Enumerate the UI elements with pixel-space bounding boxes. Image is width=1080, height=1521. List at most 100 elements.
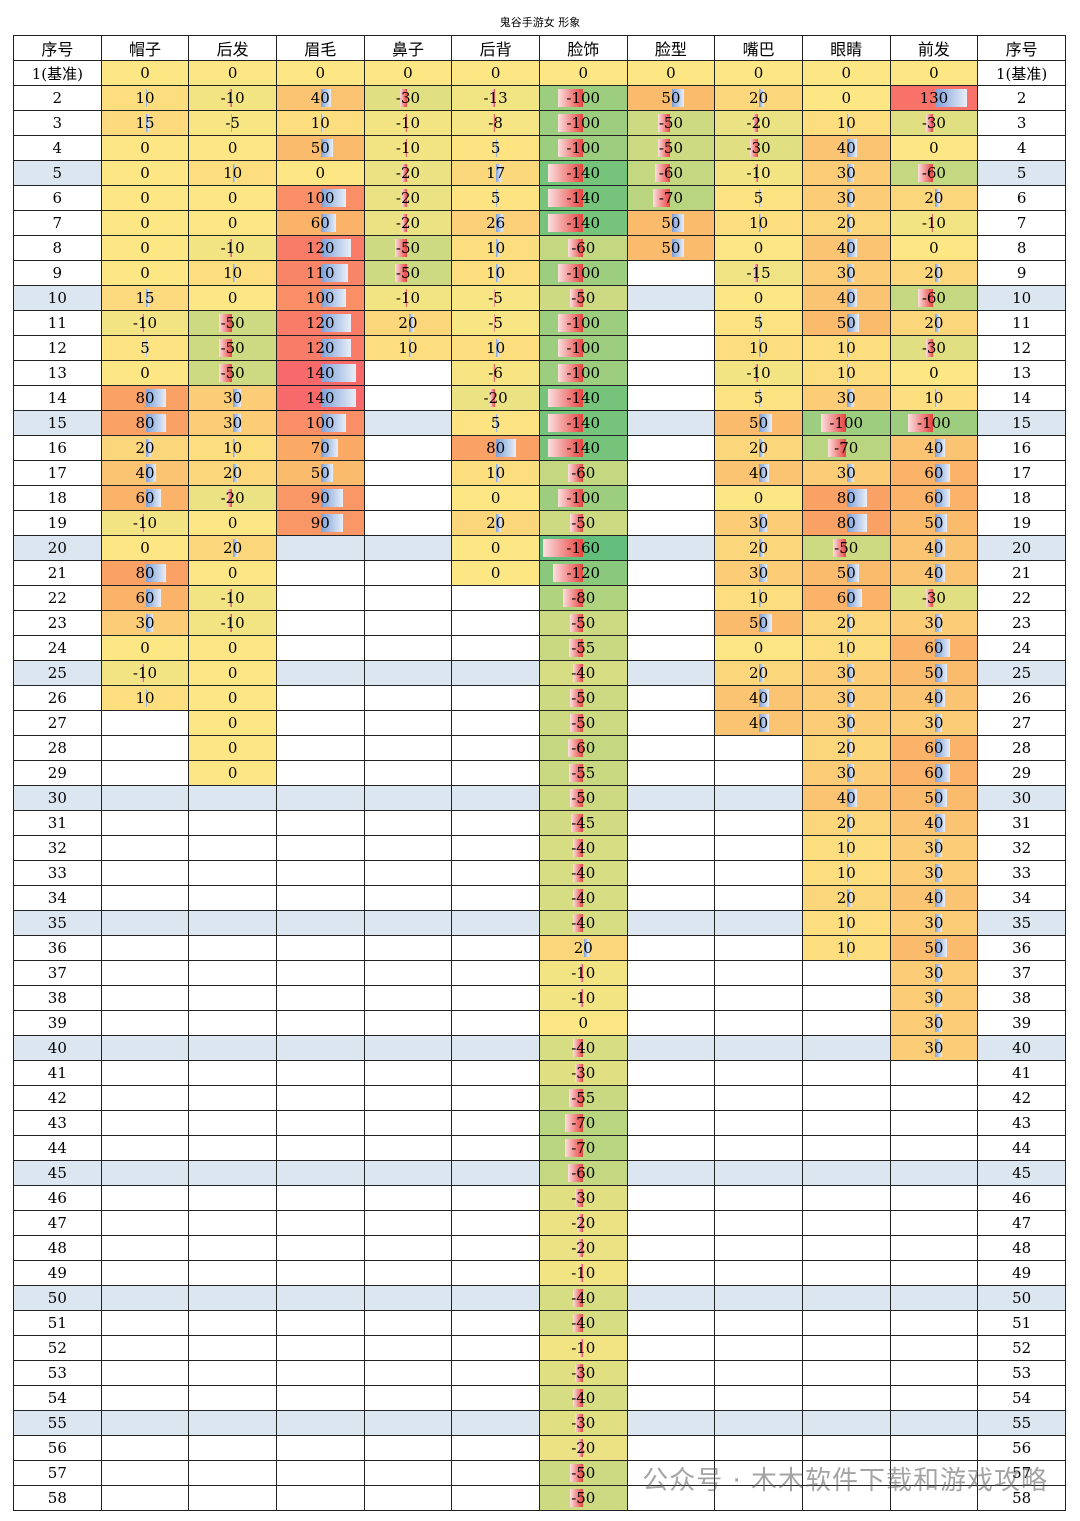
- cell: 0: [275, 160, 365, 186]
- cell-value: 30: [924, 964, 944, 982]
- cell-value: -5: [488, 314, 503, 332]
- cell: 90: [275, 485, 365, 511]
- row: 45 -60 45: [13, 1160, 1066, 1186]
- cell-value: -30: [921, 114, 946, 132]
- cell: [714, 1310, 803, 1336]
- cell: [451, 760, 540, 786]
- data-bar: [567, 239, 583, 257]
- cell: [451, 1335, 540, 1361]
- cell: [363, 435, 453, 461]
- row-label: 42: [977, 1085, 1066, 1111]
- data-bar: [145, 589, 161, 607]
- data-bar: [320, 514, 344, 532]
- data-bar: [572, 664, 583, 682]
- cell: [451, 1460, 540, 1486]
- data-bar: [570, 1489, 583, 1507]
- cell: 20: [188, 460, 277, 486]
- data-bar: [934, 689, 945, 707]
- cell-value: -40: [571, 664, 596, 682]
- data-bar: [145, 464, 156, 482]
- cell: [626, 410, 716, 436]
- cell: 80: [801, 485, 891, 511]
- cell-value: -30: [395, 89, 421, 107]
- cell: 10: [100, 85, 190, 111]
- cell-value: -10: [132, 514, 158, 532]
- cell: [626, 710, 716, 736]
- cell: 0: [100, 360, 190, 386]
- cell-value: 0: [140, 189, 150, 207]
- cell-value: 20: [749, 89, 769, 107]
- cell: 40: [275, 85, 365, 111]
- cell: [275, 1010, 365, 1036]
- cell: [188, 1085, 277, 1111]
- cell-value: 0: [841, 64, 851, 82]
- cell: 15: [100, 110, 190, 136]
- cell: [275, 885, 365, 911]
- cell: [100, 860, 190, 886]
- cell: -140: [538, 410, 628, 436]
- cell-value: -100: [566, 89, 601, 107]
- row-label: 11: [13, 310, 102, 336]
- cell: [363, 610, 453, 636]
- data-bar: [934, 989, 943, 1007]
- data-bar: [846, 114, 850, 132]
- data-bar: [320, 464, 334, 482]
- data-bar: [759, 389, 761, 407]
- data-bar: [496, 414, 498, 432]
- cell: 30: [188, 410, 277, 436]
- cell: [451, 1185, 540, 1211]
- cell: [626, 460, 716, 486]
- row-label: 51: [13, 1310, 102, 1336]
- cell-value: -60: [571, 739, 596, 757]
- cell: 20: [801, 210, 891, 236]
- cell-value: -100: [566, 264, 601, 282]
- row-label: 57: [13, 1460, 102, 1486]
- cell: [363, 1335, 453, 1361]
- cell-value: -20: [220, 489, 245, 507]
- data-bar: [570, 714, 583, 732]
- cell: -70: [538, 1110, 628, 1136]
- cell: [363, 1035, 453, 1061]
- cell: 0: [538, 1010, 628, 1036]
- attribute-table: 序号 帽子 后发 眉毛 鼻子 后背 脸饰 脸型 嘴巴 眼睛 前发 序号 1(基准) 0 0 0 0 0 0 0 0 0 0 1…: [13, 35, 1066, 1511]
- row-label: 40: [977, 1035, 1066, 1061]
- cell: 30: [889, 1010, 979, 1036]
- cell: 50: [275, 135, 365, 161]
- cell: -20: [363, 210, 453, 236]
- cell-value: -10: [571, 1264, 596, 1282]
- row-label: 31: [977, 810, 1066, 836]
- cell: 100: [275, 410, 365, 436]
- cell: -20: [363, 160, 453, 186]
- data-bar: [145, 564, 166, 582]
- data-bar: [233, 464, 239, 482]
- data-bar: [572, 839, 583, 857]
- cell: 20: [363, 310, 453, 336]
- cell: [626, 560, 716, 586]
- cell-value: 80: [135, 564, 155, 582]
- cell: -160: [538, 535, 628, 561]
- row-label: 11: [977, 310, 1066, 336]
- cell-value: 26: [486, 214, 506, 232]
- cell: [275, 810, 365, 836]
- row-label: 54: [977, 1385, 1066, 1411]
- cell: [714, 835, 803, 861]
- cell-value: 20: [924, 314, 944, 332]
- cell: 0: [188, 60, 277, 86]
- cell-value: 10: [135, 89, 155, 107]
- data-bar: [571, 814, 583, 832]
- cell: [801, 1235, 891, 1261]
- data-bar: [934, 839, 943, 857]
- cell: 30: [889, 910, 979, 936]
- cell-value: -60: [571, 1164, 596, 1182]
- cell: [275, 685, 365, 711]
- data-bar: [233, 164, 236, 182]
- data-bar: [846, 314, 860, 332]
- data-bar: [577, 1439, 583, 1457]
- row-label: 14: [13, 385, 102, 411]
- cell: 20: [889, 260, 979, 286]
- cell: [188, 1360, 277, 1386]
- cell-value: 0: [753, 64, 764, 82]
- cell-value: 40: [749, 464, 769, 482]
- row: 30 -50 40 50 30: [13, 785, 1066, 811]
- cell: [801, 1360, 891, 1386]
